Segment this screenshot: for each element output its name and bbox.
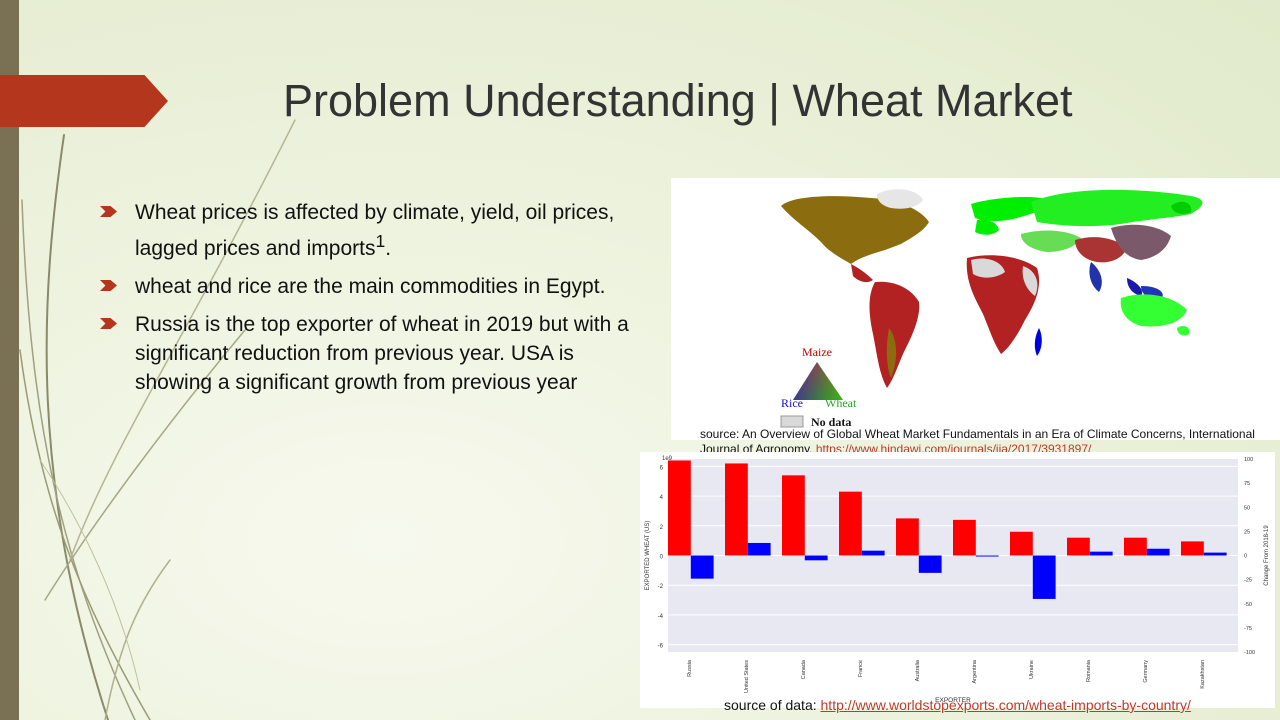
world-crop-map: Maize Rice Wheat No data [671, 178, 1280, 440]
map-legend: Maize Rice Wheat No data [780, 345, 857, 429]
world-map-shapes [781, 189, 1203, 388]
x-tick-label: Romania [1086, 659, 1092, 682]
y2-tick-label: 75 [1244, 481, 1250, 487]
y2-tick-label: 50 [1244, 505, 1250, 511]
bar-change [975, 555, 999, 557]
title-arrow-banner [0, 75, 168, 127]
x-tick-label: Argentina [972, 659, 978, 683]
legend-rice-label: Rice [781, 396, 803, 410]
grass-decoration [19, 119, 296, 720]
wheat-export-chart: 6 4 2 0 -2 -4 -6 100 75 50 25 0 -25 -50 -75 -100 1e9 Russ… [640, 452, 1275, 708]
y2-axis-label: Change From 2018-19 [1264, 525, 1270, 586]
legend-no-data-swatch [780, 415, 804, 428]
bar-exported [725, 463, 748, 556]
x-tick-label: Russia [687, 659, 693, 677]
bullet-text: Russia is the top exporter of wheat in 2… [135, 313, 629, 394]
y2-tick-label: 25 [1244, 529, 1250, 535]
y-tick-label: 6 [660, 465, 664, 471]
bar-change [1203, 552, 1227, 556]
y2-tick-label: 100 [1244, 457, 1253, 463]
bullet-text: Wheat prices is affected by climate, yie… [135, 201, 615, 260]
bar-change [804, 555, 828, 561]
x-tick-label: France [858, 660, 864, 677]
bar-exported [1010, 531, 1033, 556]
legend-wheat-label: Wheat [825, 396, 857, 410]
bar-exported [782, 475, 805, 556]
y2-tick-label: 0 [1244, 554, 1247, 560]
x-tick-label: Kazakhstan [1200, 660, 1206, 689]
bar-exported [668, 460, 691, 556]
y-tick-label: 2 [660, 525, 664, 531]
x-axis-label: EXPORTER [935, 697, 971, 704]
bar-exported [953, 519, 976, 556]
y2-tick-label: -50 [1244, 602, 1252, 608]
y-tick-label: -4 [658, 614, 664, 620]
data-source-citation: source of data: http://www.worldstopexpo… [724, 697, 1191, 713]
bar-exported [1181, 541, 1204, 556]
data-source-label: source of data: [724, 697, 821, 713]
bullet-item: Wheat prices is affected by climate, yie… [100, 198, 645, 263]
footnote-marker: 1 [375, 231, 386, 251]
bar-change [1146, 548, 1170, 556]
y-tick-label: 4 [660, 495, 664, 501]
bullet-item: wheat and rice are the main commodities … [100, 272, 645, 301]
bullet-arrow-icon [100, 280, 117, 291]
y-tick-label: -2 [658, 584, 664, 590]
y2-tick-label: -75 [1244, 626, 1252, 632]
bullet-arrow-icon [100, 318, 117, 329]
y-tick-label: 0 [660, 555, 664, 561]
bar-change [1089, 551, 1113, 556]
x-tick-label: Australia [915, 659, 921, 681]
bar-change [747, 542, 771, 556]
x-tick-label: Canada [801, 659, 807, 679]
legend-maize-label: Maize [802, 345, 832, 359]
bar-exported [1124, 537, 1147, 556]
slide-title: Problem Understanding | Wheat Market [283, 75, 1073, 126]
y2-tick-label: -25 [1244, 578, 1252, 584]
bullet-text: wheat and rice are the main commodities … [135, 275, 606, 298]
bar-exported [896, 518, 919, 556]
x-tick-label: Ukraine [1029, 660, 1035, 679]
data-source-link[interactable]: http://www.worldstopexports.com/wheat-im… [820, 697, 1191, 713]
left-decorative-strip [0, 0, 19, 720]
y-axis-label: EXPORTED WHEAT (US) [645, 521, 651, 591]
bullet-end-punctuation: . [385, 237, 392, 260]
bar-change [690, 555, 714, 579]
x-tick-label: United States [744, 660, 750, 693]
bar-exported [1067, 537, 1090, 556]
x-tick-label: Germany [1143, 660, 1149, 683]
bullet-arrow-icon [100, 206, 117, 217]
y2-tick-label: -100 [1244, 650, 1255, 656]
bullet-item: Russia is the top exporter of wheat in 2… [100, 310, 645, 397]
bullet-list: Wheat prices is affected by climate, yie… [100, 198, 645, 406]
bar-change [918, 555, 942, 573]
bar-change [1032, 555, 1056, 599]
bar-change [861, 550, 885, 556]
legend-no-data-label: No data [811, 415, 851, 429]
y-axis-multiplier: 1e9 [662, 456, 673, 462]
bar-exported [839, 491, 862, 556]
y-tick-label: -6 [658, 644, 664, 650]
